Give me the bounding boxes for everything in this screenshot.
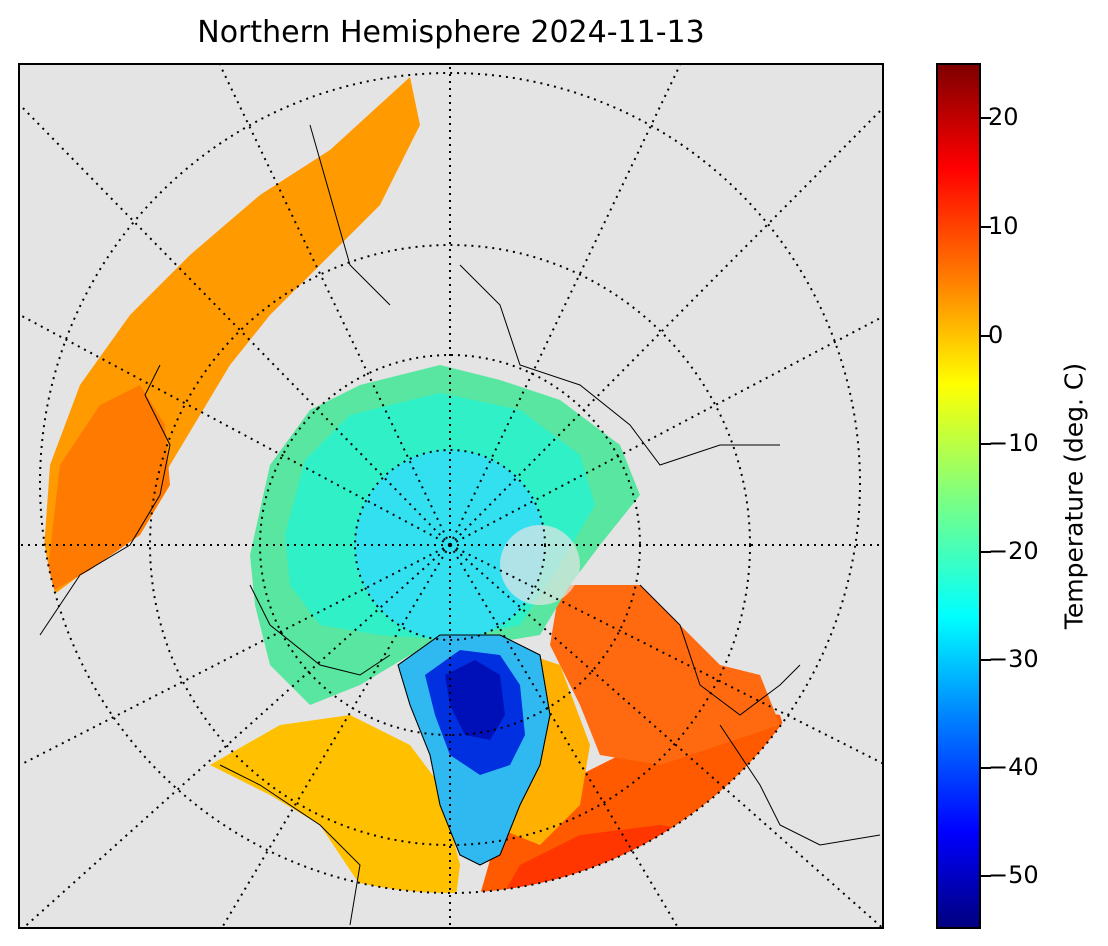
colorbar xyxy=(936,63,981,929)
colorbar-axis-label: Temperature (deg. C) xyxy=(1059,362,1089,630)
colorbar-tick-mark xyxy=(981,875,991,877)
graticule xyxy=(20,65,882,927)
meridian-line xyxy=(449,315,882,546)
map-title: Northern Hemisphere 2024-11-13 xyxy=(197,15,705,50)
colorbar-tick-label: 0 xyxy=(988,321,1004,349)
greenland-layer xyxy=(397,634,551,866)
coastline-europe xyxy=(719,724,881,846)
colorbar-tick-mark xyxy=(981,767,991,769)
meridian-line xyxy=(221,544,451,927)
colorbar-tick-mark xyxy=(981,443,991,445)
coastline-alaska xyxy=(39,364,171,636)
colorbar-tick-mark xyxy=(981,551,991,553)
coastline-greenland xyxy=(397,634,551,866)
meridian-line xyxy=(219,65,451,546)
colorbar-tick-label: −40 xyxy=(988,753,1039,781)
colorbar-tick-mark xyxy=(981,659,991,661)
map-canvas xyxy=(20,65,882,927)
pole-gap xyxy=(500,525,580,605)
meridian-line xyxy=(449,544,679,927)
colorbar-tick-mark xyxy=(981,226,991,228)
polar-temperature-map[interactable] xyxy=(18,63,884,929)
coastline-canada xyxy=(249,584,391,676)
meridian-line xyxy=(449,65,681,546)
latitude-circle xyxy=(149,244,751,846)
colorbar-tick-label: 10 xyxy=(988,212,1019,240)
pacific-mid-band xyxy=(45,385,170,595)
colorbar-tick-label: −30 xyxy=(988,645,1039,673)
colorbar-tick-mark xyxy=(981,117,991,119)
meridian-line xyxy=(20,314,451,546)
coastline-siberia xyxy=(459,264,780,466)
colorbar-tick-label: −20 xyxy=(988,537,1039,565)
meridian-line xyxy=(20,104,451,546)
meridian-line xyxy=(449,544,882,765)
coastline-scandinavia xyxy=(639,584,801,716)
coastlines xyxy=(39,124,881,926)
meridian-line xyxy=(22,544,451,927)
colorbar-tick-mark xyxy=(981,335,991,337)
colorbar-tick-label: −50 xyxy=(988,861,1039,889)
latitude-circle xyxy=(354,449,546,641)
latitude-circle xyxy=(39,72,861,894)
europe-warm-band xyxy=(550,585,780,765)
colorbar-tick-label: −10 xyxy=(988,429,1039,457)
coastline-kamchatka xyxy=(309,124,391,306)
coastline-hudson-bay xyxy=(219,764,361,926)
colorbar-tick-label: 20 xyxy=(988,103,1019,131)
sea-ice-layer xyxy=(250,365,640,705)
meridian-line xyxy=(449,107,882,546)
greenland-coldest xyxy=(445,660,505,740)
